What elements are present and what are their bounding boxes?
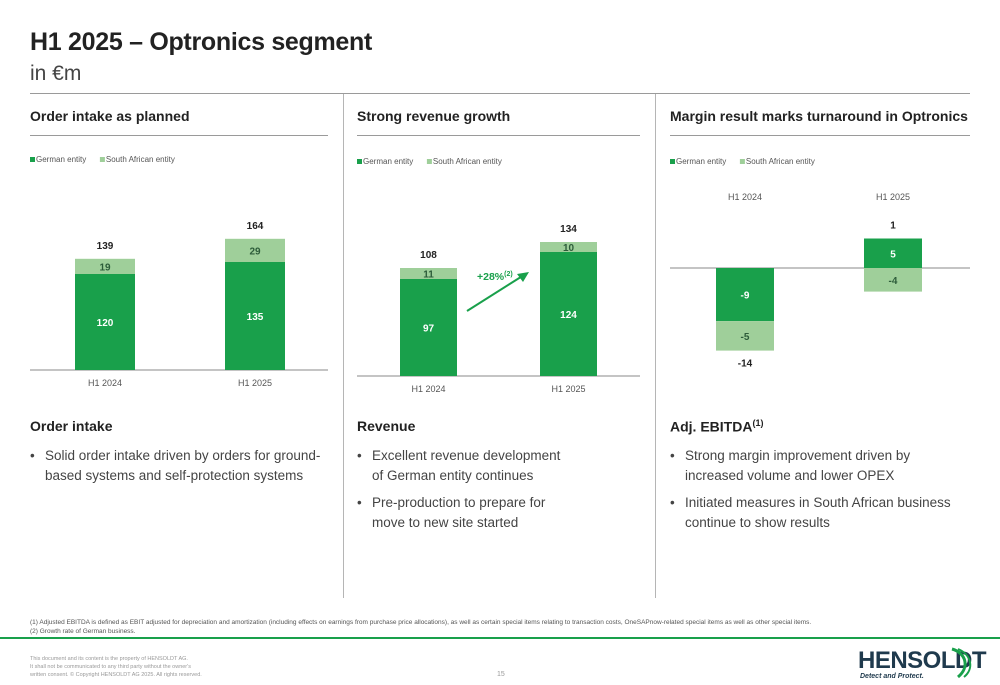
legend-swatch: [426, 159, 432, 164]
panel-heading-order-intake: Order intake as planned: [30, 108, 190, 124]
category-label: H1 2025: [551, 384, 585, 394]
growth-annotation: +28%(2): [477, 271, 513, 283]
legend-label: German entity: [36, 155, 86, 164]
growth-footnote-marker: (2): [504, 271, 513, 278]
total-label: 108: [420, 250, 437, 261]
section-title-text: Adj. EBITDA: [670, 418, 753, 435]
revenue-bullets: Excellent revenue development of German …: [357, 446, 572, 540]
total-label: -14: [738, 359, 753, 370]
bar-segment: [75, 274, 135, 370]
page-subtitle: in €m: [30, 62, 82, 85]
data-label: 19: [99, 262, 111, 273]
legend-swatch: [99, 157, 105, 162]
data-label: 29: [249, 246, 261, 257]
legend-label: German entity: [676, 157, 726, 166]
order-intake-chart: German entity South African entity 120 19 13…: [30, 155, 328, 388]
bar-segment: [225, 238, 285, 262]
bar-segment: [716, 321, 774, 351]
page-number: 15: [497, 671, 505, 678]
ebitda-chart: German entity South African entity -9 -5 -14…: [670, 157, 970, 370]
logo-tagline: Detect and Protect.: [860, 673, 924, 680]
ebitda-bullets: Strong margin improvement driven by incr…: [670, 446, 960, 540]
total-label: 1: [890, 221, 896, 232]
data-label: 5: [890, 249, 896, 260]
legend-label: South African entity: [106, 155, 175, 164]
total-label: 139: [97, 241, 114, 252]
bullet-item: Pre-production to prepare for move to ne…: [357, 493, 572, 533]
legal-line: It shall not be communicated to any thir…: [30, 664, 191, 670]
section-title-revenue: Revenue: [357, 418, 416, 434]
category-label: H1 2024: [728, 192, 762, 202]
logo-swoosh-icon: [951, 647, 972, 679]
legend-swatch: [739, 159, 745, 164]
bar-segment: [540, 252, 597, 376]
legend-swatch: [357, 159, 362, 164]
data-label: 120: [97, 318, 114, 329]
data-label: -4: [889, 276, 898, 287]
growth-arrow-line: [466, 274, 525, 312]
legend-swatch: [30, 157, 35, 162]
data-label: 10: [563, 243, 575, 254]
bar-segment: [864, 268, 922, 292]
bullet-item: Strong margin improvement driven by incr…: [670, 446, 960, 486]
total-label: 134: [560, 224, 577, 235]
footnote-marker: (1): [752, 418, 764, 428]
section-title-order-intake: Order intake: [30, 418, 113, 434]
footnote-2: (2) Growth rate of German business.: [30, 628, 136, 635]
legend-label: South African entity: [746, 157, 815, 166]
category-label: H1 2024: [411, 384, 445, 394]
total-label: 164: [247, 221, 264, 232]
footnote-1: (1) Adjusted EBITDA is defined as EBIT a…: [30, 619, 812, 626]
category-label: H1 2024: [88, 378, 122, 388]
bar-segment: [400, 268, 457, 279]
revenue-chart: German entity South African entity 97 11 108…: [357, 157, 640, 394]
section-title-ebitda: Adj. EBITDA(1): [670, 418, 763, 435]
legal-line: This document and its content is the pro…: [30, 656, 188, 662]
bullet-item: Excellent revenue development of German …: [357, 446, 572, 486]
bar-segment: [540, 242, 597, 252]
legend-label: South African entity: [433, 157, 502, 166]
column-divider-right: [655, 94, 656, 598]
bar-segment: [400, 279, 457, 376]
footnotes: (1) Adjusted EBITDA is defined as EBIT a…: [30, 618, 811, 636]
bullet-item: Initiated measures in South African busi…: [670, 493, 960, 533]
bullet-item: Solid order intake driven by orders for …: [30, 446, 330, 486]
category-label: H1 2025: [876, 192, 910, 202]
legal-notice: This document and its content is the pro…: [30, 655, 202, 679]
column-divider-left: [343, 94, 344, 598]
order-intake-bullets: Solid order intake driven by orders for …: [30, 446, 330, 493]
footer-accent-line: [0, 637, 1000, 639]
legal-line: written consent. © Copyright HENSOLDT AG…: [30, 672, 202, 678]
page-title: H1 2025 – Optronics segment: [30, 28, 373, 56]
hensoldt-logo: HENSOLDT Detect and Protect.: [858, 645, 987, 683]
data-label: 97: [423, 324, 435, 335]
data-label: 11: [423, 270, 434, 281]
data-label: 124: [560, 310, 577, 321]
panel-heading-ebitda: Margin result marks turnaround in Optron…: [670, 108, 968, 124]
legend-label: German entity: [363, 157, 413, 166]
data-label: 135: [247, 312, 264, 323]
panel-rule: [670, 135, 970, 136]
category-label: H1 2025: [238, 378, 272, 388]
data-label: -9: [741, 291, 750, 302]
panel-rule: [357, 135, 640, 136]
bar-segment: [716, 268, 774, 322]
header-divider: [30, 93, 970, 94]
growth-arrow-head-icon: [517, 272, 529, 282]
panel-heading-revenue: Strong revenue growth: [357, 108, 511, 124]
bar-segment: [75, 258, 135, 274]
bar-segment: [225, 262, 285, 370]
legend-swatch: [670, 159, 675, 164]
data-label: -5: [741, 332, 750, 343]
bar-segment: [864, 238, 922, 268]
panel-rule: [30, 135, 328, 136]
